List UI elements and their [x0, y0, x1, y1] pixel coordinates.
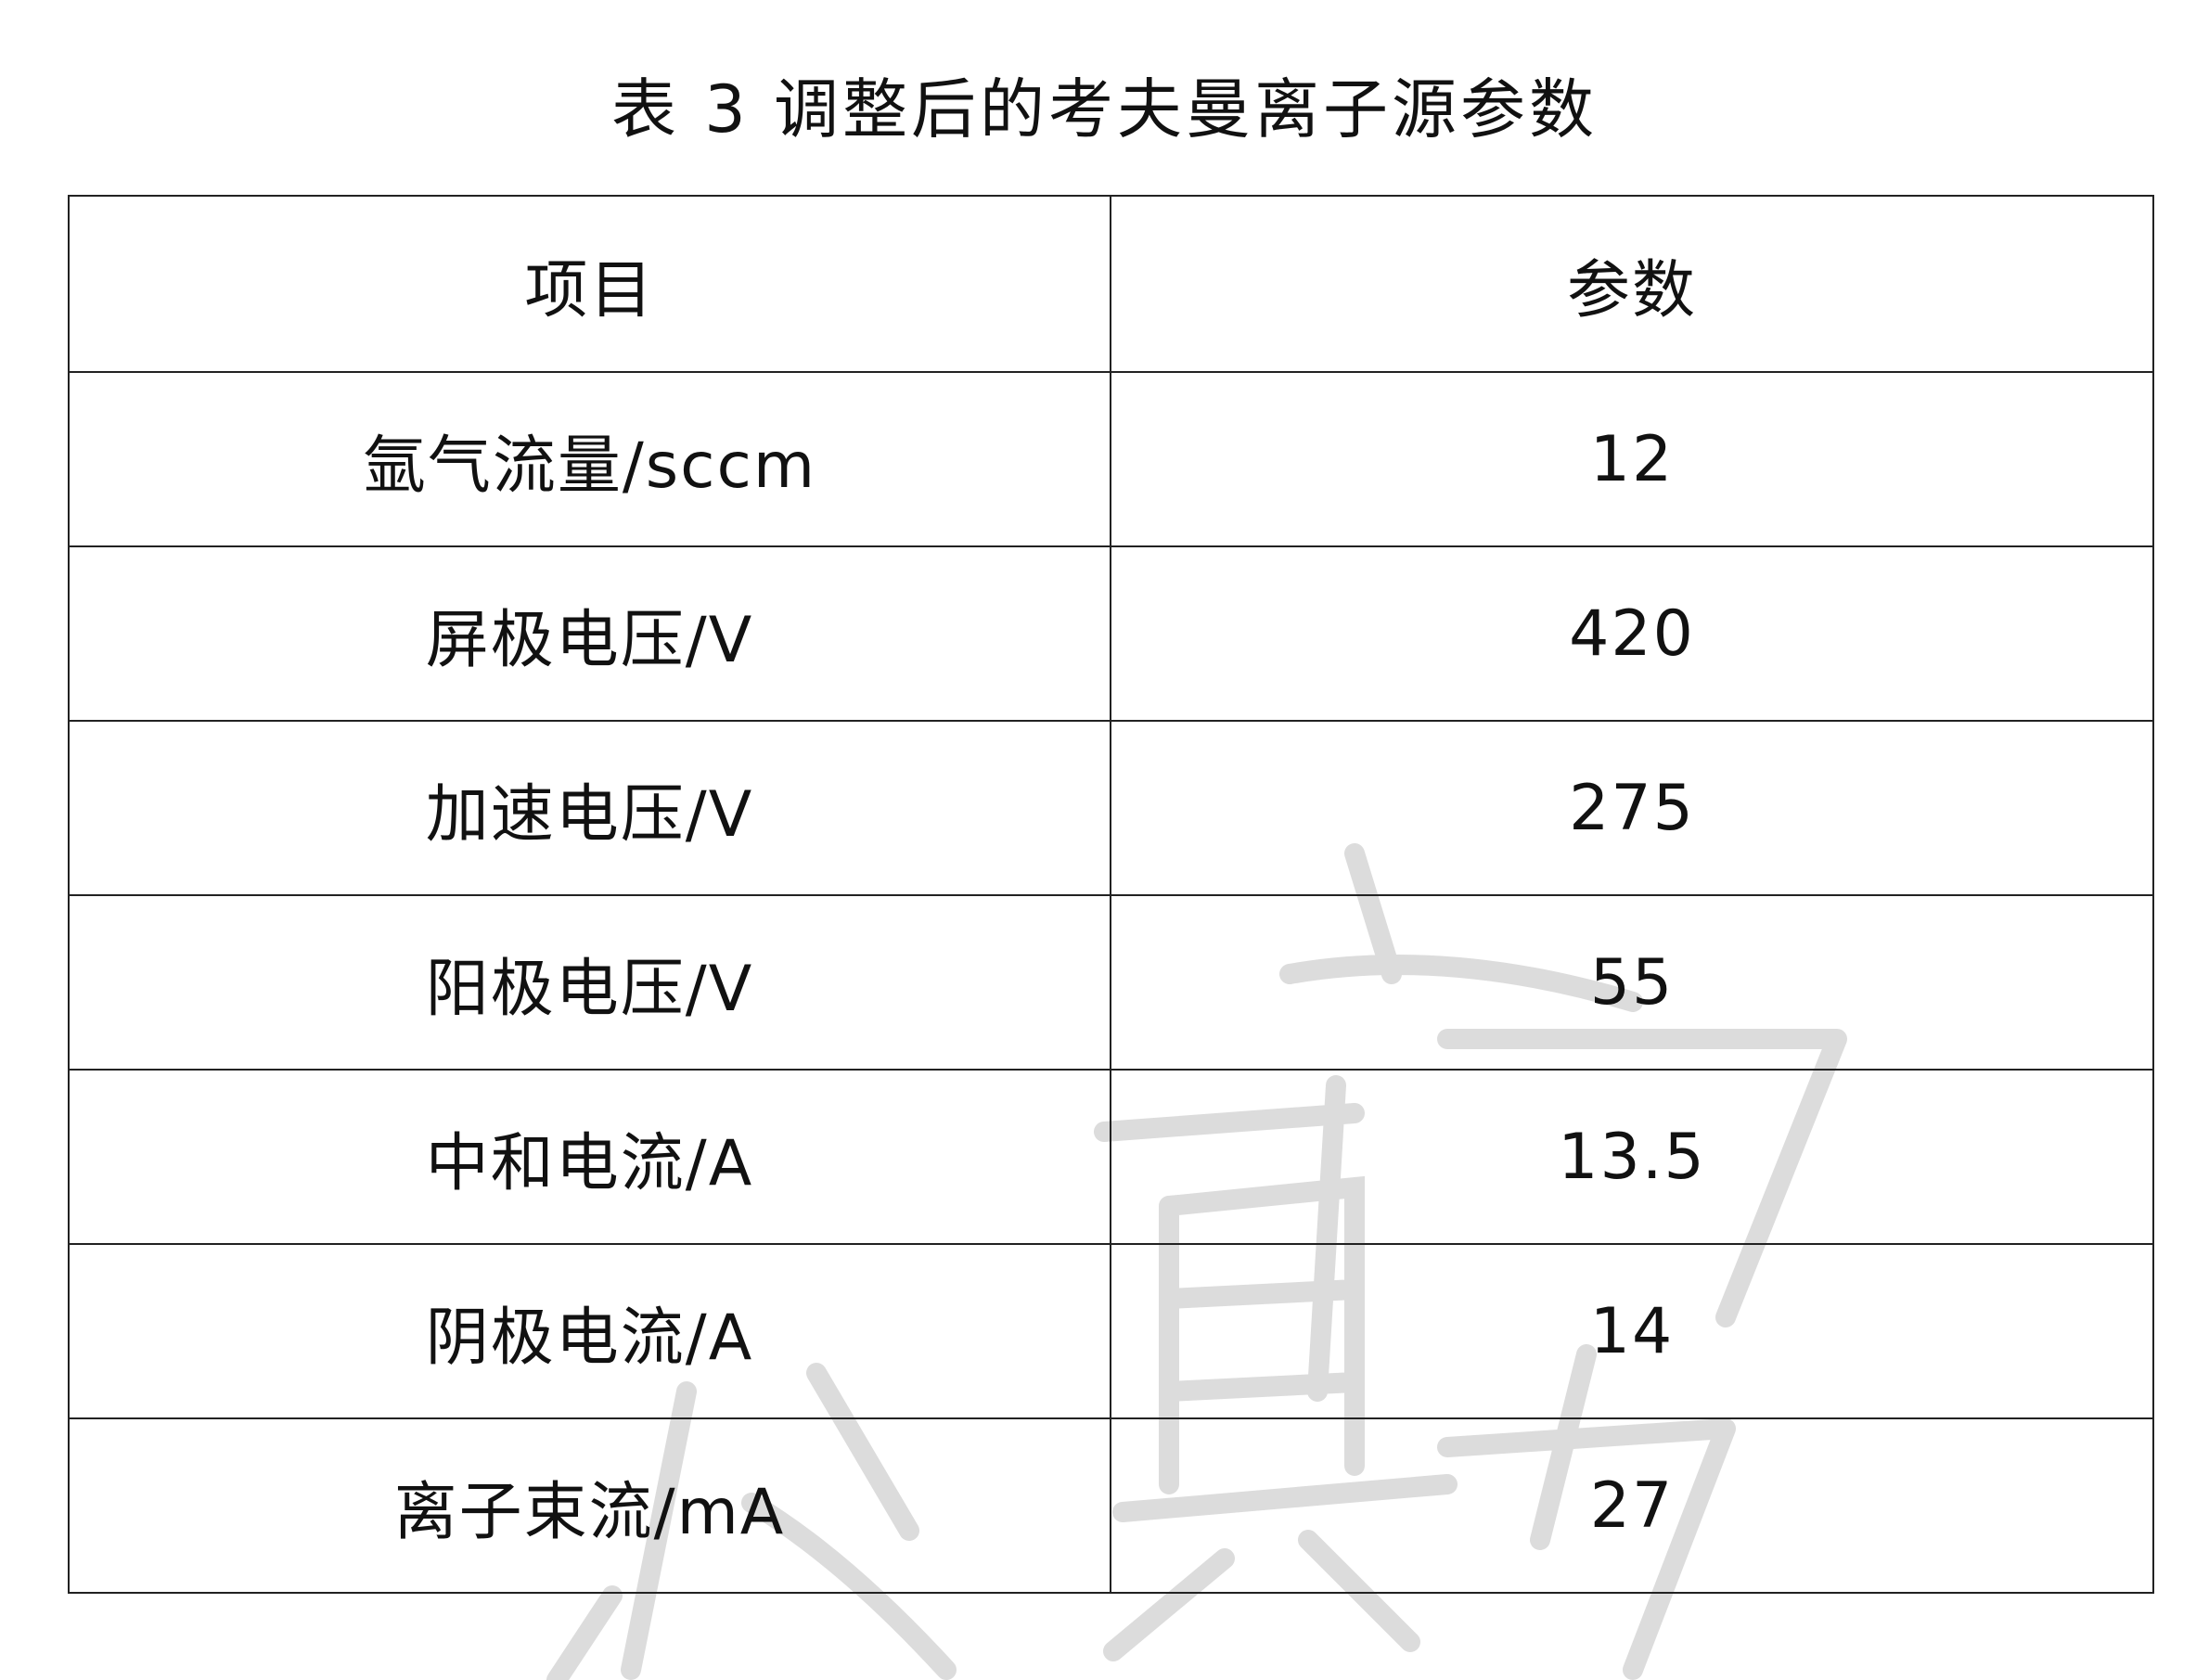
row-item: 氩气流量/sccm [68, 371, 1111, 547]
row-value: 27 [1110, 1417, 2154, 1594]
header-item: 项目 [68, 195, 1111, 373]
row-item: 阳极电压/V [68, 894, 1111, 1071]
row-item: 离子束流/mA [68, 1417, 1111, 1594]
row-value: 55 [1110, 894, 2154, 1071]
row-item: 阴极电流/A [68, 1243, 1111, 1419]
row-value: 275 [1110, 720, 2154, 896]
table-row: 屏极电压/V 420 [68, 545, 2154, 722]
row-value: 14 [1110, 1243, 2154, 1419]
table-header-row: 项目 参数 [68, 195, 2154, 373]
row-value: 420 [1110, 545, 2154, 722]
header-value: 参数 [1110, 195, 2154, 373]
table-row: 阳极电压/V 55 [68, 894, 2154, 1071]
table-row: 加速电压/V 275 [68, 720, 2154, 896]
row-item: 加速电压/V [68, 720, 1111, 896]
row-value: 13.5 [1110, 1069, 2154, 1245]
table-row: 阴极电流/A 14 [68, 1243, 2154, 1419]
table-row: 离子束流/mA 27 [68, 1417, 2154, 1594]
table-row: 中和电流/A 13.5 [68, 1069, 2154, 1245]
row-item: 中和电流/A [68, 1069, 1111, 1245]
table-row: 氩气流量/sccm 12 [68, 371, 2154, 547]
row-value: 12 [1110, 371, 2154, 547]
table-title: 表 3 调整后的考夫曼离子源参数 [610, 71, 1599, 147]
row-item: 屏极电压/V [68, 545, 1111, 722]
parameters-table: 项目 参数 氩气流量/sccm 12 屏极电压/V 420 加速电压/V 275… [68, 195, 2154, 1594]
